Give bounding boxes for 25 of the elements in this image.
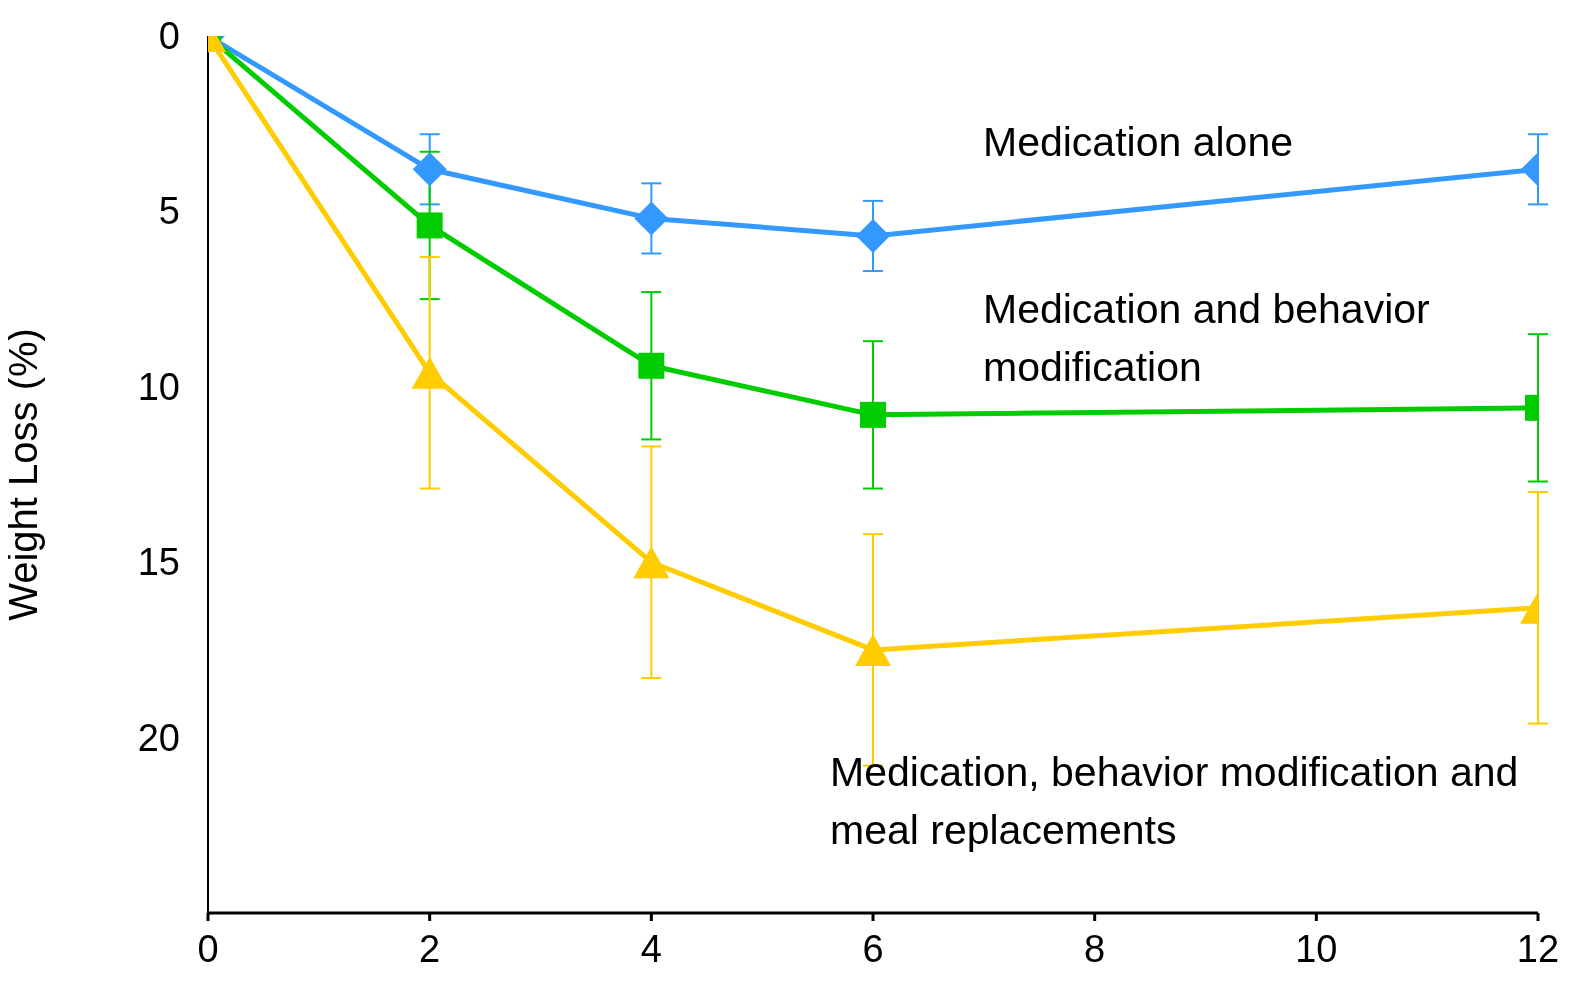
text: Medication, behavior modification and meal replacements — [830, 748, 1520, 855]
point — [633, 546, 670, 579]
x-tick-label: 2 — [419, 927, 441, 970]
x-tick-label: 8 — [1084, 927, 1106, 970]
point — [855, 633, 891, 666]
y-tick-label: 15 — [137, 541, 180, 584]
y-tick-label: 0 — [158, 15, 180, 57]
point — [634, 201, 669, 236]
x-tick-label: 4 — [640, 927, 662, 970]
y-axis-title: Weight Loss (%) — [1, 328, 46, 621]
series-label: Medication alone — [983, 118, 1294, 167]
point — [860, 401, 886, 428]
point — [416, 212, 443, 239]
y-tick-label: 20 — [137, 716, 180, 759]
x-tick-label: 12 — [1516, 927, 1560, 970]
y-tick-label: 5 — [158, 190, 180, 233]
point — [412, 152, 447, 187]
x-tick-label: 6 — [862, 927, 884, 970]
point — [638, 352, 665, 379]
series-label: Medication and behavior modification — [983, 285, 1431, 392]
point — [856, 218, 890, 253]
point — [411, 356, 448, 389]
x-tick-label: 0 — [197, 927, 219, 970]
x-tick-label: 10 — [1295, 927, 1338, 970]
y-tick-label: 10 — [137, 365, 180, 408]
